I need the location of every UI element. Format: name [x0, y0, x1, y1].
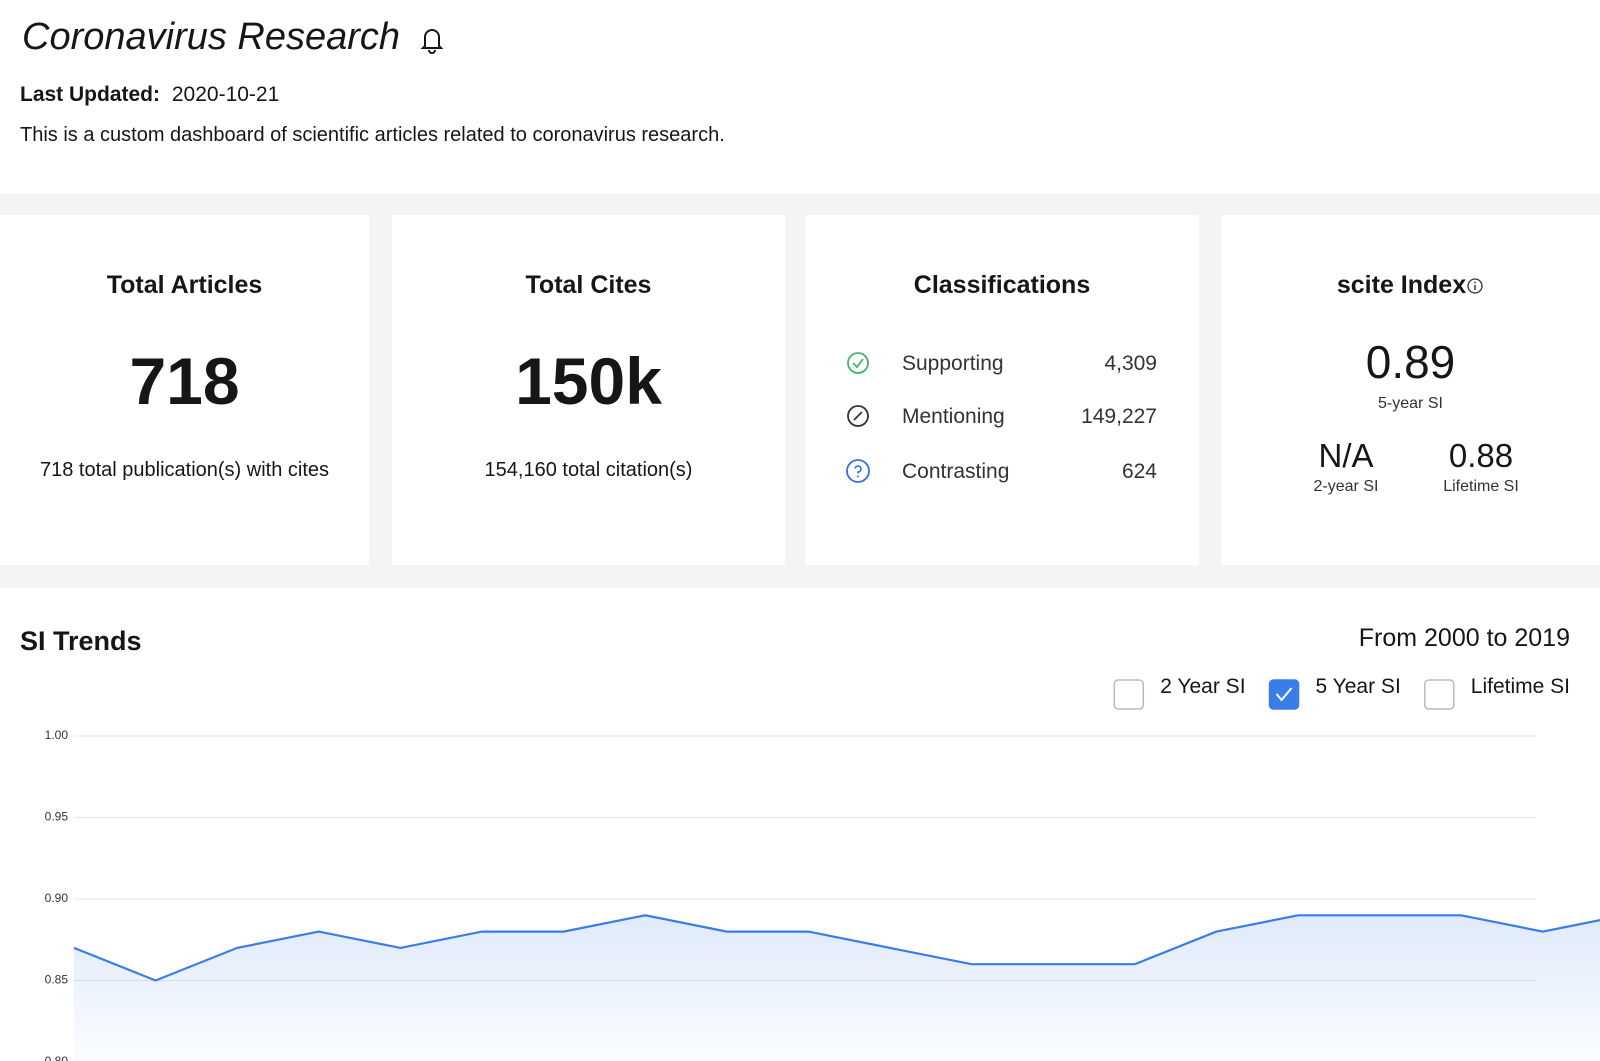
classification-row: Supporting 4,309	[845, 350, 1157, 380]
chart-subtitle: From 2000 to 2019	[1359, 624, 1570, 652]
class-value: 149,227	[1081, 405, 1157, 428]
card: Total Cites 150k 154,160 total citation(…	[392, 215, 785, 565]
checkbox-label: Lifetime SI	[1471, 675, 1570, 698]
supporting-icon	[847, 352, 869, 374]
si-value: N/A	[1318, 437, 1374, 474]
series-line	[73, 914, 1600, 982]
last-updated-label: Last Updated:	[20, 83, 161, 106]
checkbox-label: 5 Year SI	[1316, 675, 1401, 698]
description: This is a custom dashboard of scientific…	[20, 124, 725, 146]
page-title: Coronavirus Research	[22, 16, 401, 58]
si-trends-chart: SI Trends From 2000 to 2019 Lifetime SI 5…	[20, 624, 1600, 1061]
checkbox-label: 2 Year SI	[1160, 675, 1245, 698]
class-value: 624	[1121, 460, 1157, 483]
class-label: Contrasting	[902, 460, 1010, 483]
y-tick-label: 0.90	[45, 891, 69, 905]
mentioning-icon	[847, 405, 869, 427]
checkbox[interactable]	[1424, 679, 1455, 710]
card-value: 150k	[515, 344, 662, 418]
card: Total Articles 718 718 total publication…	[0, 215, 369, 565]
card-value: 718	[129, 344, 240, 418]
checkmark	[1275, 687, 1293, 702]
chart-title: SI Trends	[20, 626, 142, 656]
classification-row: Contrasting 624	[845, 458, 1157, 488]
card-title-text: scite Index	[1336, 271, 1467, 299]
class-value: 4,309	[1104, 352, 1157, 375]
card-title: Classifications	[913, 271, 1091, 299]
card-caption: 154,160 total citation(s)	[484, 459, 693, 481]
last-updated-date: 2020-10-21	[171, 83, 280, 106]
checkbox[interactable]	[1113, 679, 1145, 710]
info-icon[interactable]	[1466, 277, 1484, 295]
si-main-label: 5-year SI	[1378, 395, 1443, 412]
y-tick-label: 0.85	[45, 973, 69, 987]
class-label: Supporting	[902, 352, 1004, 375]
classification-row: Mentioning 149,227	[845, 403, 1157, 433]
card: Classifications Supporting 4,309 Mention…	[805, 215, 1199, 565]
y-tick-label: 1.00	[45, 728, 69, 742]
card-caption: 718 total publication(s) with cites	[39, 459, 330, 481]
contrasting-icon	[846, 459, 870, 483]
card: scite Index 0.89 5-year SI N/A 2-year SI…	[1221, 215, 1600, 565]
card-title: Total Cites	[525, 271, 652, 299]
si-value: 0.88	[1448, 437, 1514, 474]
class-label: Mentioning	[902, 405, 1005, 428]
si-main-value: 0.89	[1365, 336, 1456, 388]
area-fill	[74, 915, 1600, 1061]
y-tick-label: 0.80	[45, 1054, 69, 1061]
checkbox[interactable]	[1268, 679, 1300, 710]
bell-icon[interactable]	[420, 26, 444, 54]
si-label: 2-year SI	[1313, 478, 1379, 495]
card-title: scite Index	[1221, 271, 1600, 300]
si-label: Lifetime SI	[1443, 478, 1519, 495]
card-title: Total Articles	[106, 271, 263, 299]
y-tick-label: 0.95	[45, 810, 69, 824]
